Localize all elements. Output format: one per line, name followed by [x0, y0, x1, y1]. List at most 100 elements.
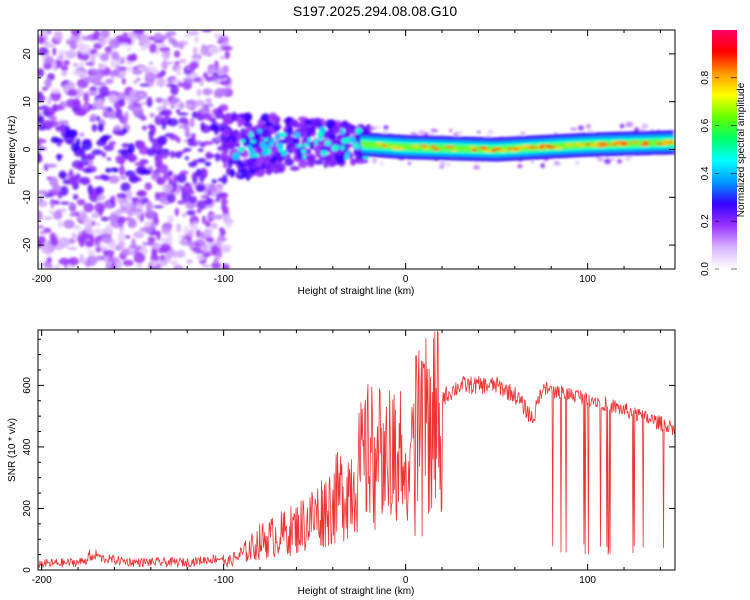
heatmap-cell [133, 231, 145, 239]
heatmap-cell [167, 118, 179, 127]
snr-x-axis: -200 -100 0 100 [32, 330, 661, 586]
heatmap-cell [611, 141, 617, 144]
heatmap-cell [67, 246, 78, 251]
heatmap-cell [439, 166, 445, 169]
heatmap-cell [134, 162, 146, 167]
heatmap-cell [41, 86, 49, 91]
heatmap-cell [420, 144, 428, 147]
spectrogram-y-tick-label: 0 [22, 146, 33, 152]
heatmap-cell [43, 216, 53, 220]
heatmap-cell [105, 51, 112, 55]
heatmap-cell [147, 212, 156, 220]
heatmap-cell [144, 220, 152, 228]
heatmap-cell [60, 123, 66, 133]
heatmap-cell [155, 97, 164, 103]
snr-panel: -200 -100 0 100 0 200 400 600 Height of straig… [7, 329, 676, 597]
heatmap-cell [141, 125, 147, 131]
heatmap-cell [283, 150, 287, 155]
heatmap-cell [146, 148, 156, 156]
heatmap-cell [38, 115, 45, 125]
heatmap-cell [44, 78, 52, 89]
heatmap-cell [146, 96, 153, 108]
heatmap-cell [176, 249, 186, 258]
heatmap-cell [338, 145, 342, 149]
heatmap-cell [275, 136, 280, 141]
heatmap-cell [274, 164, 281, 170]
heatmap-cell [86, 255, 98, 266]
heatmap-cell [192, 247, 198, 252]
heatmap-cell [327, 148, 334, 153]
heatmap-cell [179, 170, 189, 175]
heatmap-cell [478, 146, 489, 149]
heatmap-cell [356, 159, 364, 165]
heatmap-cell [149, 112, 156, 118]
heatmap-cell [95, 82, 107, 87]
heatmap-cell [231, 130, 240, 137]
heatmap-cell [275, 126, 280, 132]
heatmap-cell [261, 150, 267, 157]
heatmap-cell [439, 161, 446, 166]
heatmap-cell [58, 237, 70, 248]
heatmap-cell [317, 131, 324, 137]
heatmap-cell [89, 113, 97, 123]
heatmap-cell [115, 198, 127, 203]
heatmap-cell [69, 201, 75, 211]
heatmap-cell [303, 143, 310, 147]
heatmap-cell [255, 133, 261, 142]
heatmap-cell [254, 153, 259, 158]
heatmap-cell [663, 139, 672, 143]
heatmap-cell [150, 242, 162, 250]
heatmap-cell [107, 257, 120, 264]
heatmap-cell [135, 203, 144, 214]
heatmap-cell [98, 64, 106, 71]
heatmap-cell [109, 241, 117, 250]
heatmap-cell [483, 149, 494, 153]
heatmap-cell [201, 251, 212, 257]
heatmap-cell [177, 81, 184, 87]
heatmap-cell [154, 191, 160, 201]
spectrogram-x-tick-label: -200 [32, 274, 52, 285]
heatmap-cell [323, 149, 328, 156]
heatmap-cell [94, 175, 102, 180]
heatmap-cell [161, 34, 171, 39]
heatmap-cell [48, 209, 55, 215]
heatmap-cell [590, 144, 600, 147]
heatmap-cell [118, 43, 129, 47]
heatmap-cell [139, 227, 151, 232]
heatmap-cell [314, 139, 318, 146]
heatmap-cell [38, 142, 43, 147]
heatmap-cell [74, 110, 87, 116]
heatmap-cell [323, 160, 329, 169]
heatmap-cell [175, 266, 181, 269]
heatmap-cell [204, 161, 212, 167]
heatmap-cell [334, 146, 339, 150]
heatmap-cell [54, 30, 63, 42]
heatmap-cell [256, 169, 267, 175]
spectrogram-x-tick-label: 0 [403, 274, 409, 285]
heatmap-cell [221, 174, 228, 185]
heatmap-cell [67, 88, 79, 97]
heatmap-cell [476, 130, 481, 134]
heatmap-cell [38, 47, 49, 56]
heatmap-cell [235, 142, 241, 148]
chart-title: S197.2025.294.08.08.G10 [293, 3, 457, 19]
heatmap-cell [219, 55, 226, 60]
heatmap-cell [191, 172, 199, 182]
heatmap-cell [42, 40, 50, 45]
heatmap-cell [499, 149, 509, 152]
heatmap-cell [96, 38, 103, 42]
heatmap-cell [451, 149, 457, 152]
heatmap-cell [184, 156, 190, 161]
heatmap-cell [65, 129, 77, 138]
heatmap-cell [79, 253, 84, 264]
heatmap-cell [200, 121, 206, 131]
heatmap-cell [226, 167, 231, 176]
heatmap-cell [103, 201, 112, 209]
heatmap-cell [208, 184, 217, 193]
heatmap-cell [444, 145, 455, 148]
heatmap-cell [175, 67, 181, 77]
heatmap-cell [250, 139, 256, 144]
heatmap-cell [174, 207, 180, 217]
heatmap-cell [625, 121, 634, 128]
